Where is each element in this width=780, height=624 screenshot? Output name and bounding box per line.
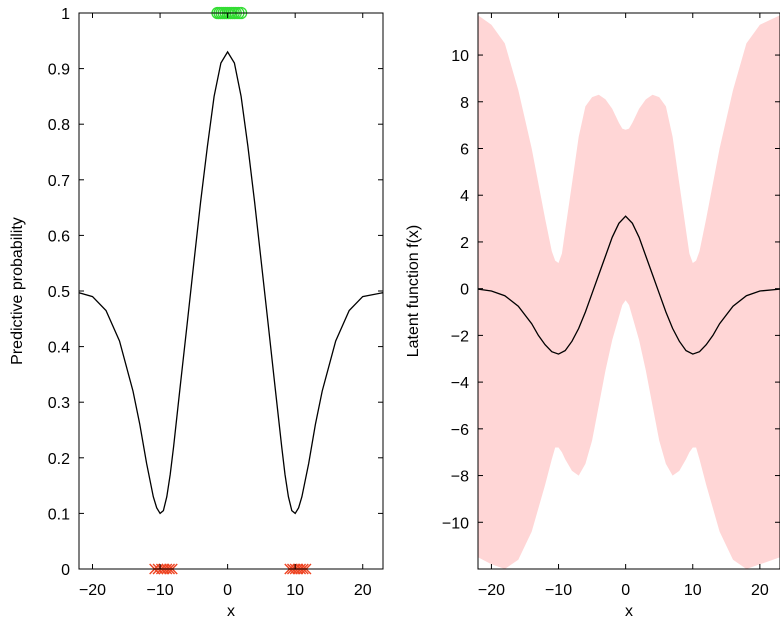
x-tick-label: 20 — [354, 582, 372, 599]
y-tick-label: 0.3 — [48, 395, 70, 412]
x-tick-label: 0 — [621, 582, 630, 599]
y-tick-label: −6 — [451, 422, 469, 439]
x-tick-label: −10 — [545, 582, 572, 599]
x-tick-label: 20 — [751, 582, 769, 599]
y-tick-label: 2 — [460, 235, 469, 252]
series-line — [477, 215, 780, 355]
x-tick-label: 0 — [223, 582, 232, 599]
y-tick-label: 0.1 — [48, 506, 70, 523]
y-tick-label: 8 — [460, 95, 469, 112]
confidence-band — [478, 15, 780, 570]
y-tick-label: −8 — [451, 469, 469, 486]
x-axis-label: x — [227, 603, 235, 620]
y-tick-label: 0.2 — [48, 451, 70, 468]
left-chart: −20 −10 0 10 20 0 0.1 0.2 0.3 0.4 0.5 0.6 0.7 0.8 0.9 1… — [9, 6, 384, 620]
y-tick-label: 0.5 — [48, 284, 70, 301]
y-tick-label: 4 — [460, 188, 469, 205]
y-tick-label: 0.7 — [48, 173, 70, 190]
y-tick-label: 0 — [61, 562, 70, 579]
y-tick-label: −10 — [442, 515, 469, 532]
y-axis-label: Latent function f(x) — [405, 225, 422, 358]
x-axis-label: x — [625, 603, 633, 620]
x-tick-label: −10 — [146, 582, 173, 599]
y-tick-label: 0.6 — [48, 228, 70, 245]
y-tick-label: 0.8 — [48, 117, 70, 134]
y-tick-label: 0.4 — [48, 340, 70, 357]
y-tick-label: 1 — [61, 6, 70, 23]
x-tick-label: −20 — [79, 582, 106, 599]
y-tick-label: 0 — [460, 282, 469, 299]
x-tick-label: 10 — [684, 582, 702, 599]
plot-frame — [78, 12, 384, 570]
x-tick-label: 10 — [286, 582, 304, 599]
y-tick-label: 6 — [460, 141, 469, 158]
y-tick-label: −2 — [451, 328, 469, 345]
y-axis-label: Predictive probability — [9, 217, 26, 365]
y-tick-label: −4 — [451, 375, 469, 392]
y-tick-label: 0.9 — [48, 62, 70, 79]
x-tick-label: −20 — [478, 582, 505, 599]
y-tick-label: 10 — [451, 48, 469, 65]
series-line — [78, 50, 384, 515]
plot-frame — [477, 12, 780, 570]
